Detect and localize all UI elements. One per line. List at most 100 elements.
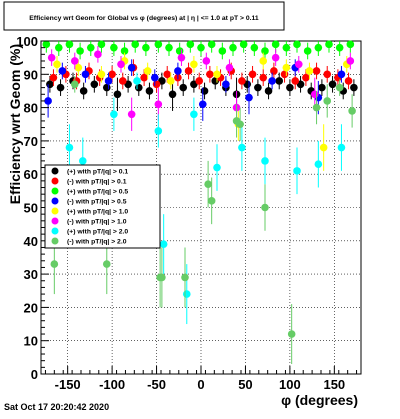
data-point [154,127,163,135]
data-point [328,80,337,89]
data-point [140,73,148,82]
legend-label: (+) with pT/|q| > 0.1 [67,169,128,176]
y-tick-label: 30 [24,267,38,282]
data-point [314,43,323,52]
data-point [337,70,346,79]
data-point [248,70,257,79]
data-point [120,47,129,55]
data-point [118,77,127,85]
data-point [113,90,122,99]
data-point [150,73,159,82]
data-point [302,73,310,82]
legend-box [44,164,161,249]
data-point [305,67,314,75]
legend-marker [51,217,59,225]
data-point [264,87,273,95]
data-point [104,77,113,85]
data-point [238,77,246,85]
data-point [294,60,303,69]
data-point [184,67,193,75]
data-point [348,107,356,115]
data-point [152,80,161,89]
y-tick-label: 0 [31,367,38,382]
data-point [81,70,90,79]
data-point [282,63,291,72]
data-point [49,73,58,82]
data-point [46,80,54,89]
data-point [142,43,150,52]
legend-marker [51,167,59,175]
y-tick-label: 80 [24,101,38,116]
data-point [154,100,163,109]
data-point [158,273,166,282]
data-point [168,90,177,99]
data-point [65,143,74,152]
data-point [175,47,184,55]
data-point [213,70,221,79]
data-point [94,50,102,59]
legend-marker [51,237,59,245]
data-point [293,40,301,49]
data-point [70,57,79,65]
data-point [312,103,321,112]
data-point [303,47,312,55]
data-point [291,77,300,85]
data-point [195,77,204,85]
y-axis-label: Efficiency wrt Geom (%) [7,44,23,204]
data-point [53,60,61,69]
data-point [159,240,168,248]
data-point [143,67,152,75]
data-point [271,53,280,62]
data-point [134,83,143,92]
data-point [287,330,296,338]
data-point [337,143,346,152]
data-point [207,197,216,205]
data-point [70,80,79,89]
data-point [110,110,118,119]
data-point [54,43,63,52]
data-point [131,40,140,49]
y-tick-label: 100 [16,34,38,49]
legend-label: (-) with pT/|q| > 0.5 [67,199,127,206]
legend-marker [51,227,59,235]
data-point [90,80,99,89]
data-point [325,40,333,49]
data-point [323,70,332,79]
y-tick-label: 20 [24,300,38,315]
data-point [293,167,301,175]
legend-marker [51,177,59,185]
data-point [213,163,221,172]
data-point [181,273,189,282]
data-point [163,70,172,79]
data-point [179,83,188,92]
data-point [79,87,88,95]
x-tick-label: -100 [99,377,125,392]
y-tick-label: 70 [24,134,38,149]
data-point [259,73,268,82]
data-point [319,143,328,152]
title-box [3,1,285,31]
x-tick-label: 0 [197,377,204,392]
data-point [102,260,111,268]
legend-marker [51,197,59,205]
data-point [344,77,353,85]
data-point [323,97,332,105]
legend-marker [51,207,59,215]
data-point [177,53,186,62]
y-tick-label: 60 [24,167,38,182]
data-point [271,40,280,49]
data-point [50,260,59,268]
data-point [275,77,284,85]
data-point [200,87,209,95]
data-point [65,40,74,49]
data-point [110,43,118,52]
data-point [202,57,211,65]
data-point [261,47,269,55]
data-point [346,57,355,65]
legend-label: (-) with pT/|q| > 0.1 [67,179,127,186]
legend-label: (+) with pT/|q| > 0.5 [67,189,128,196]
x-tick-label: -150 [55,377,81,392]
data-point [58,67,67,75]
data-point [102,83,111,92]
